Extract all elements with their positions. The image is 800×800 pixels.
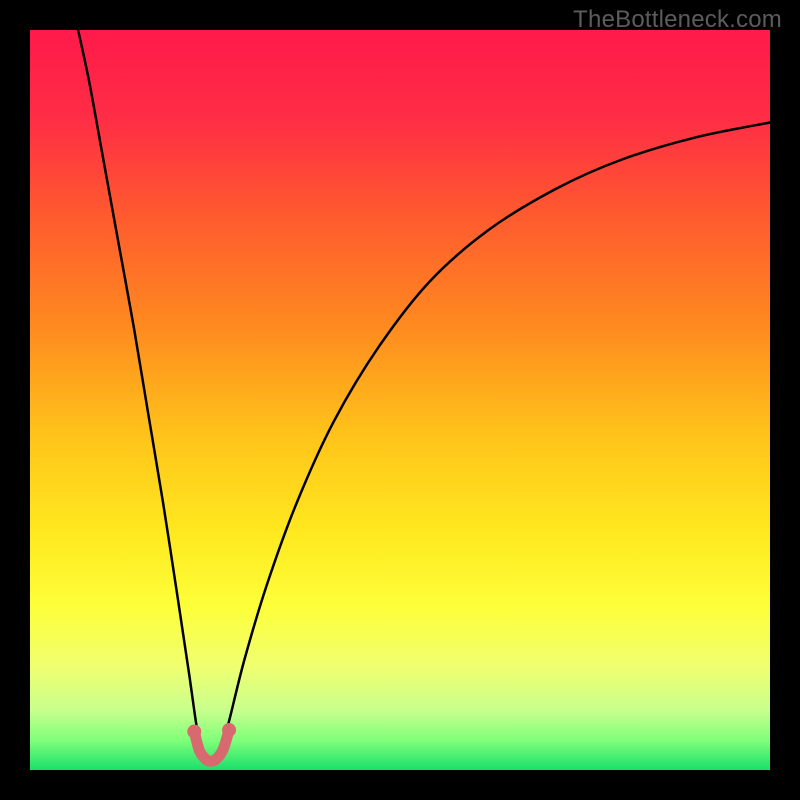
watermark-text: TheBottleneck.com: [573, 6, 782, 34]
bottleneck-chart: [0, 0, 800, 800]
optimum-marker-dot: [222, 723, 236, 737]
gradient-background: [30, 30, 770, 770]
optimum-marker-dot: [187, 725, 201, 739]
chart-frame: TheBottleneck.com: [0, 0, 800, 800]
